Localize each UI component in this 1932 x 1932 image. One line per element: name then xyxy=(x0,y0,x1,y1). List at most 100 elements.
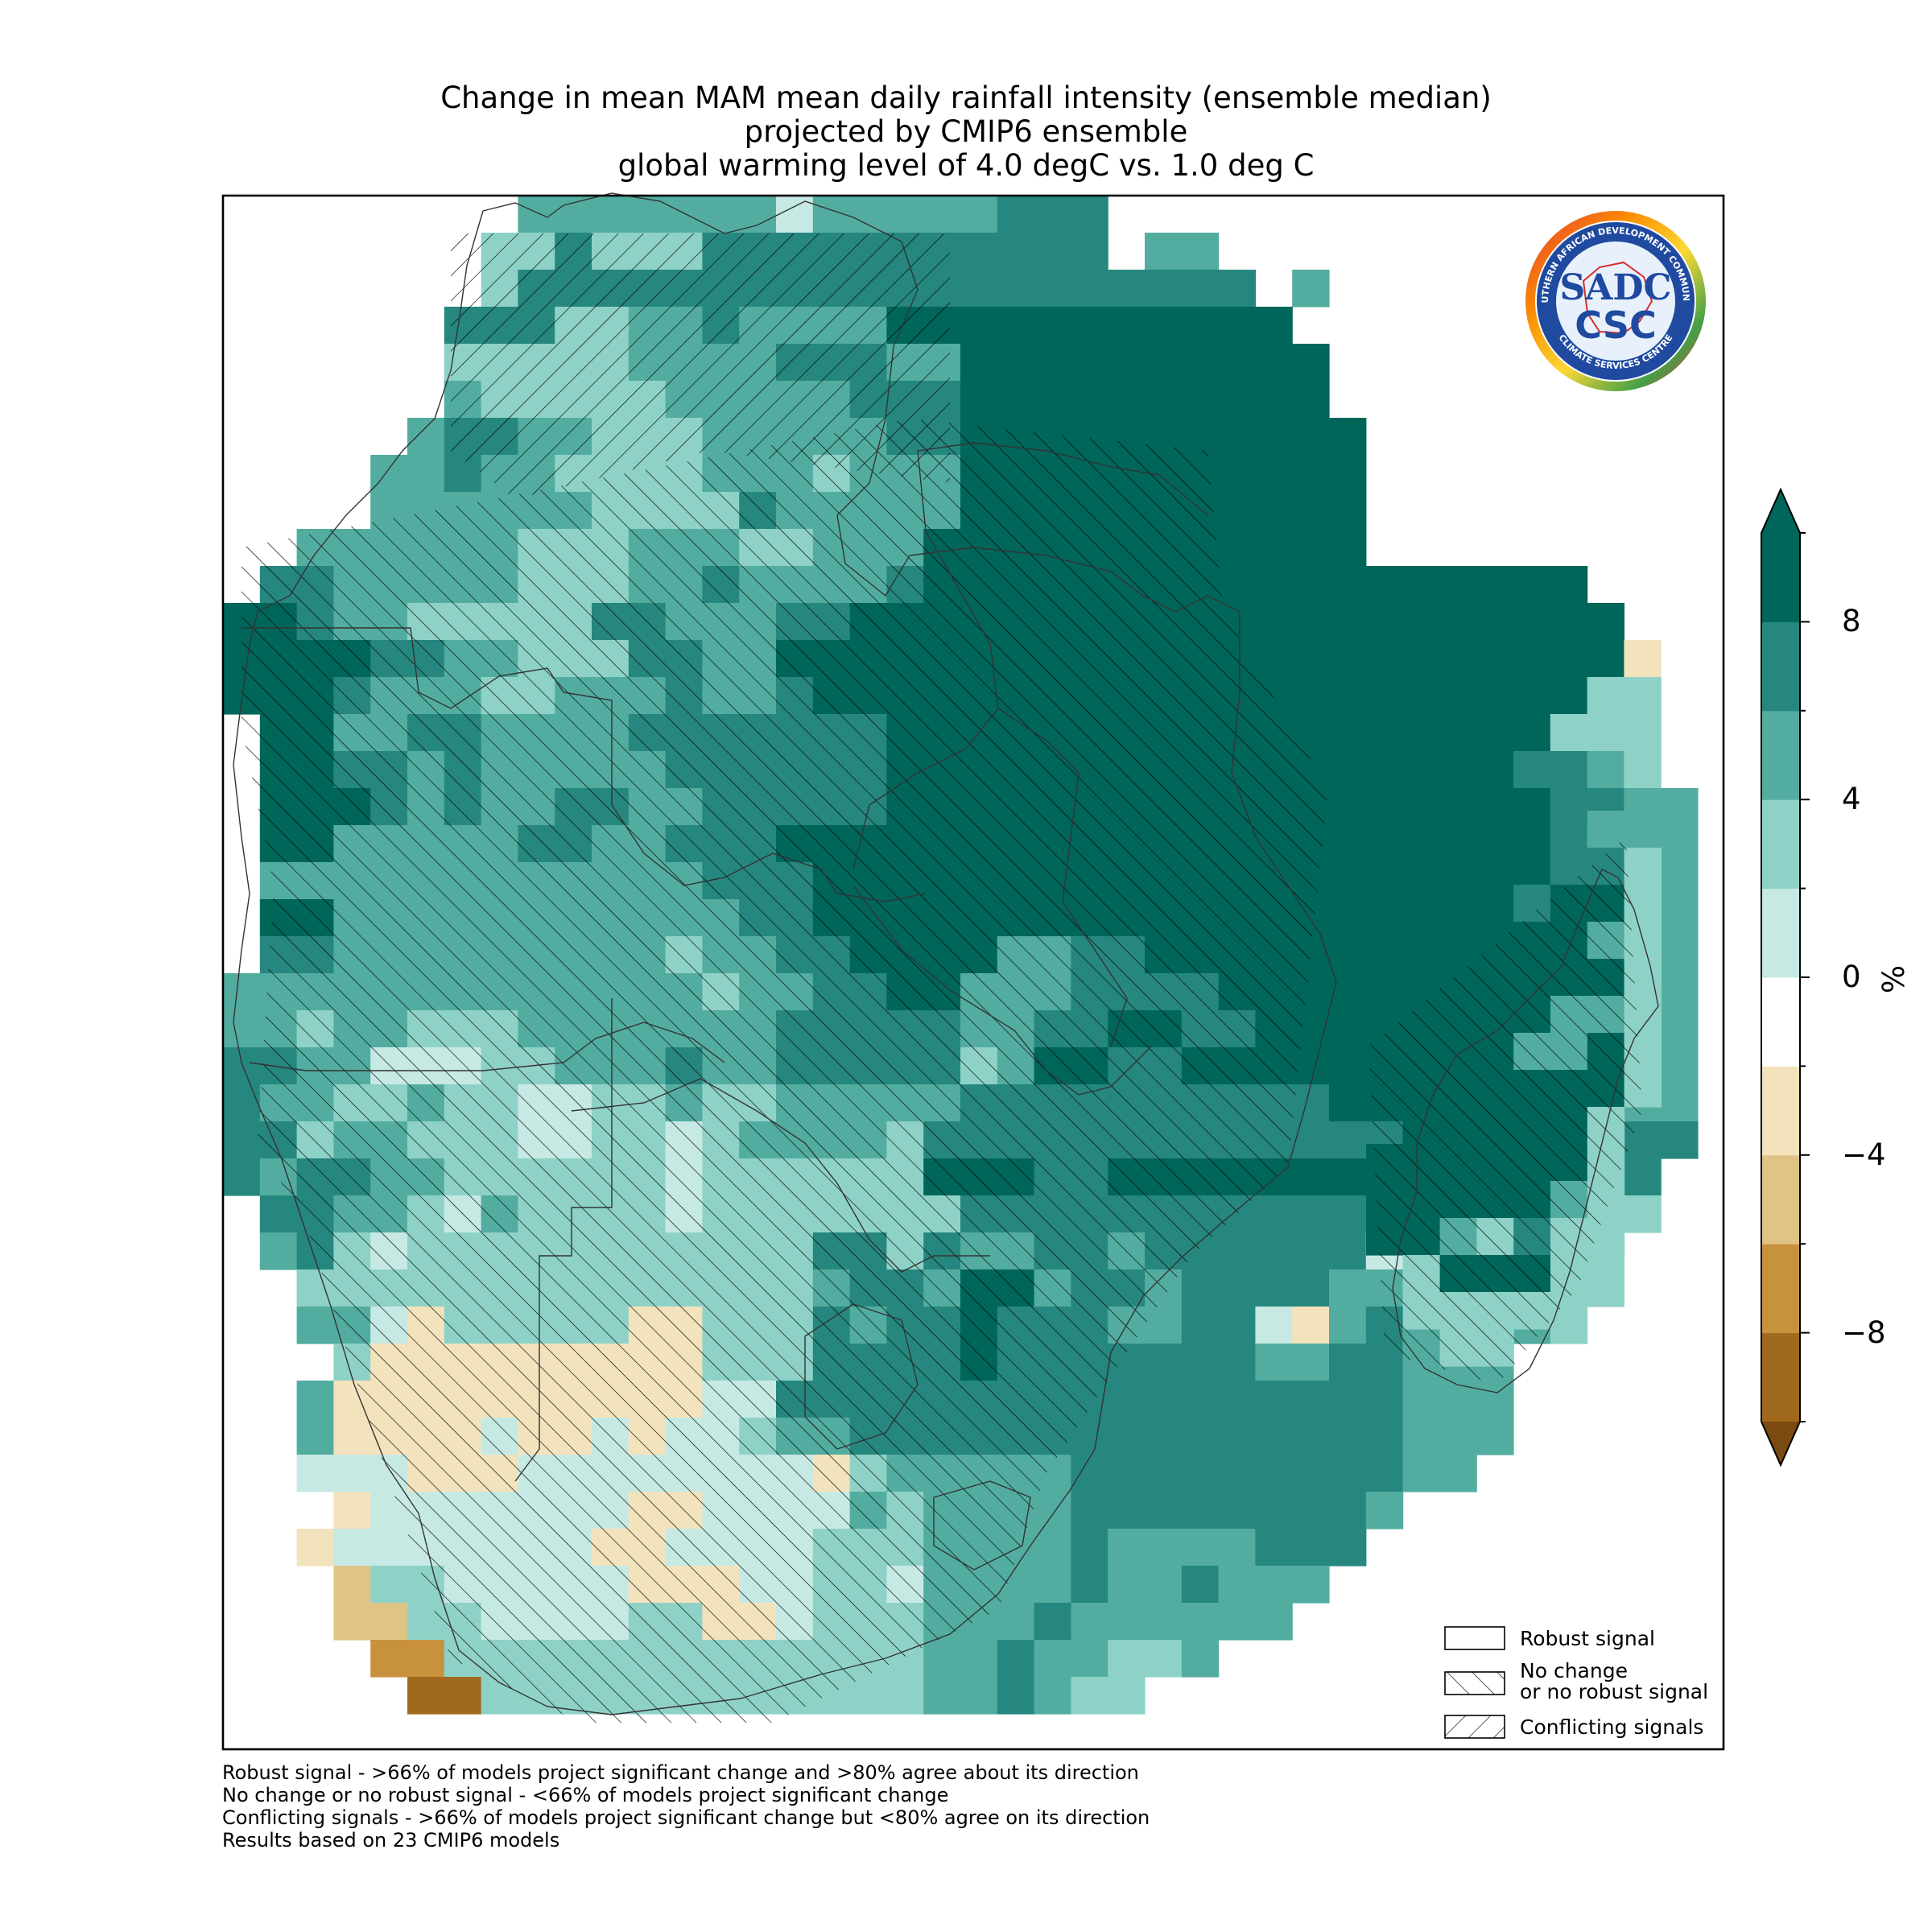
map-grid-cell xyxy=(223,1047,261,1085)
map-grid-cell xyxy=(997,344,1035,382)
map-grid-cell xyxy=(1661,1084,1699,1122)
map-grid-cell xyxy=(886,1677,924,1715)
map-grid-cell xyxy=(1181,344,1220,382)
legend-box xyxy=(1444,1626,1505,1739)
legend-label-robust: Robust signal xyxy=(1520,1627,1655,1650)
map-grid-cell xyxy=(628,196,667,233)
colorbar-tick-label: −4 xyxy=(1842,1137,1886,1172)
map-grid-cell xyxy=(1329,862,1367,900)
map-grid-cell xyxy=(1218,1455,1256,1492)
map-grid-cell xyxy=(370,1566,408,1604)
map-grid-cell xyxy=(1439,1381,1477,1418)
map-grid-cell xyxy=(1513,788,1551,826)
map-grid-cell xyxy=(1108,1492,1146,1530)
map-grid-cell xyxy=(1476,1381,1514,1418)
map-grid-cell xyxy=(1365,899,1404,937)
map-grid-cell xyxy=(1255,418,1293,456)
country-borders xyxy=(233,192,1659,1715)
map-grid-cell xyxy=(1329,1232,1367,1270)
map-grid-cell xyxy=(1292,1084,1330,1122)
map-grid-cell xyxy=(960,270,998,308)
map-grid-cell xyxy=(1550,640,1588,678)
map-grid-cell xyxy=(1587,1269,1624,1307)
map-grid-cell xyxy=(1255,1381,1293,1418)
map-grid-cell xyxy=(1292,640,1330,678)
map-grid-cell xyxy=(1439,677,1477,715)
map-grid-cell xyxy=(1292,1158,1330,1196)
map-grid-cell xyxy=(1145,1418,1183,1455)
map-grid-cell xyxy=(1181,1269,1220,1307)
map-grid-cell xyxy=(1255,492,1293,530)
map-grid-cell xyxy=(1218,566,1256,604)
map-grid-cell xyxy=(296,1418,334,1455)
map-grid-cell xyxy=(997,1677,1035,1715)
map-grid-cell xyxy=(1255,1492,1293,1530)
map-grid-cell xyxy=(1145,1566,1183,1604)
map-grid-cell xyxy=(886,196,924,233)
legend-swatch-robust xyxy=(1444,1626,1505,1650)
map-grid-cell xyxy=(1329,1492,1367,1530)
map-grid-cell xyxy=(1292,1121,1330,1159)
colorbar-segment xyxy=(1761,1332,1800,1422)
map-grid-cell xyxy=(997,1640,1035,1678)
colorbar-segment xyxy=(1761,1154,1800,1245)
map-grid-cell xyxy=(1034,1492,1071,1530)
map-grid-cell xyxy=(1255,603,1293,641)
map-grid-cell xyxy=(1329,529,1367,567)
map-grid-cell xyxy=(923,1640,961,1678)
map-grid-cell xyxy=(518,196,555,233)
colorbar-unit-label: % xyxy=(1876,964,1912,994)
map-grid-cell xyxy=(407,1677,445,1715)
map-grid-cell xyxy=(960,307,998,345)
map-grid-cell xyxy=(333,1603,371,1641)
map-grid-cell xyxy=(1108,1381,1146,1418)
map-grid-cell xyxy=(1661,973,1699,1011)
map-grid-cell xyxy=(1218,1307,1256,1344)
map-grid-cell xyxy=(1218,1566,1256,1604)
map-grid-cell xyxy=(997,307,1035,345)
map-grid-cell xyxy=(1071,233,1108,270)
map-grid-cell xyxy=(776,196,814,233)
map-grid-cell xyxy=(1181,1492,1220,1530)
map-grid-cell xyxy=(1255,566,1293,604)
map-grid-cell xyxy=(1181,1381,1220,1418)
map-grid-cell xyxy=(1034,270,1071,308)
footnote-conflicting: Conflicting signals - >66% of models pro… xyxy=(222,1806,1150,1829)
map-grid-cell xyxy=(1329,1455,1367,1492)
map-grid-cell xyxy=(1587,714,1624,752)
map-grid-cell xyxy=(1181,381,1220,419)
map-grid-cell xyxy=(1218,1344,1256,1381)
map-grid-cell xyxy=(1365,862,1404,900)
map-grid-cell xyxy=(1513,677,1551,715)
map-grid-cell xyxy=(997,381,1035,419)
map-grid-cell xyxy=(333,1455,371,1492)
map-grid-cell xyxy=(1034,1603,1071,1641)
map-grid-cell xyxy=(960,1640,998,1678)
map-grid-cell xyxy=(1071,1529,1108,1567)
map-grid-cell xyxy=(1365,751,1404,789)
map-grid-cell xyxy=(1181,1529,1220,1567)
map-grid-cell xyxy=(1108,344,1146,382)
map-grid-cell xyxy=(259,1232,298,1270)
map-grid-cell xyxy=(1329,1307,1367,1344)
no-change-hatch-mainland xyxy=(242,419,1328,1723)
map-grid-cell xyxy=(1145,1529,1183,1567)
map-grid-cell xyxy=(1476,714,1514,752)
map-grid-cell xyxy=(1365,714,1404,752)
map-grid-cell xyxy=(1365,936,1404,974)
map-grid-cell xyxy=(1513,751,1551,789)
map-grid-cell xyxy=(1661,899,1699,937)
logo-monogram: SADC xyxy=(1559,267,1671,308)
map-grid-cell xyxy=(1255,1232,1293,1270)
map-grid-cell xyxy=(1402,603,1440,641)
map-grid-cell xyxy=(1034,307,1071,345)
map-grid-cell xyxy=(1108,1529,1146,1567)
map-grid-cell xyxy=(1329,936,1367,974)
map-grid-cell xyxy=(1071,1492,1108,1530)
map-grid-cell xyxy=(1476,862,1514,900)
colorbar-tick-label: 4 xyxy=(1842,782,1861,816)
map-grid-cell xyxy=(1292,492,1330,530)
map-grid-cell xyxy=(1292,1455,1330,1492)
map-grid-cell xyxy=(1476,788,1514,826)
footnote-no-change: No change or no robust signal - <66% of … xyxy=(222,1784,949,1806)
